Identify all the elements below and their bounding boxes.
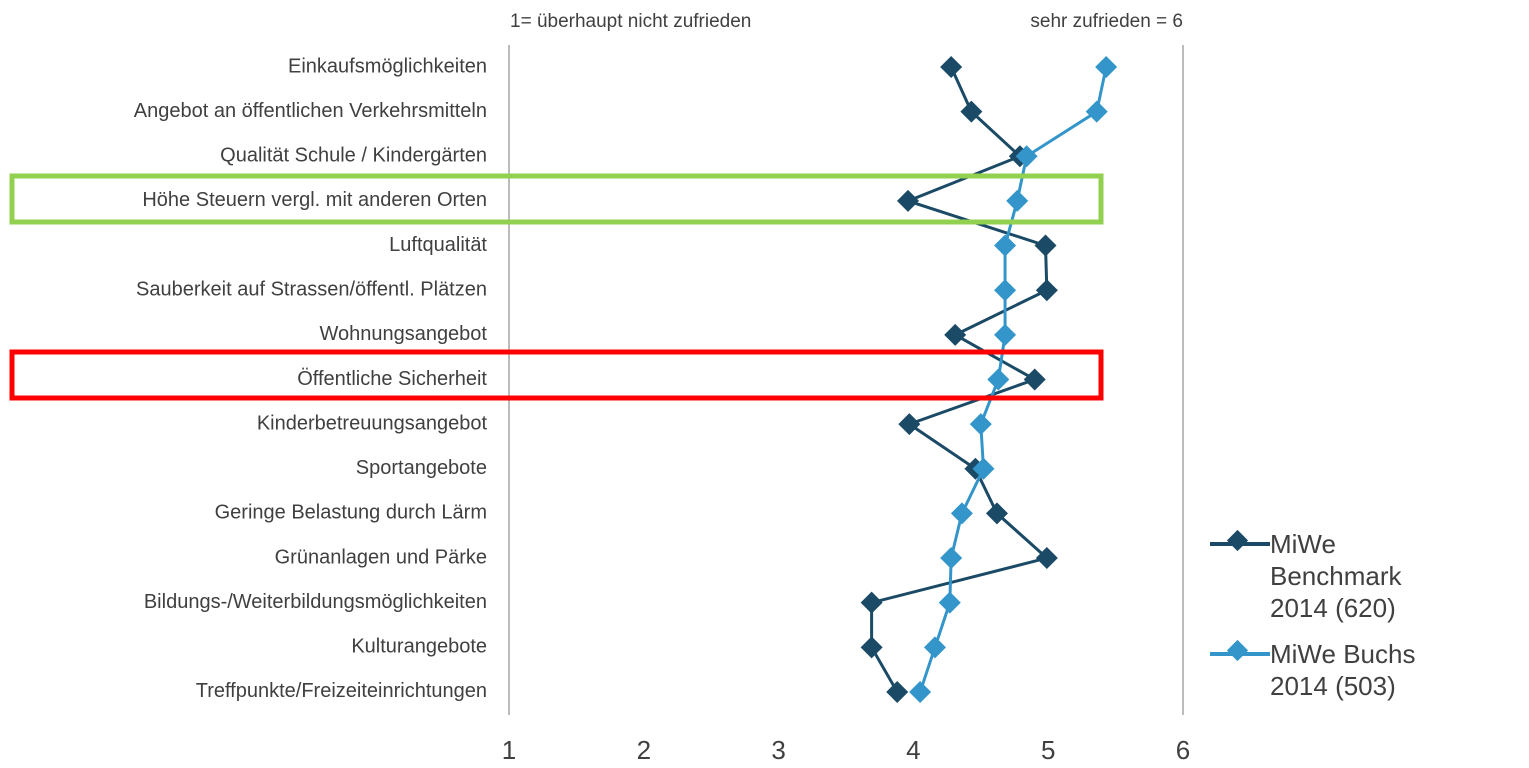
y-tick-label: Treffpunkte/Freizeiteinrichtungen xyxy=(196,680,487,702)
marker xyxy=(994,234,1017,257)
legend-marker xyxy=(1226,529,1249,552)
legend-swatch xyxy=(1210,529,1270,552)
annotation: sehr zufrieden = 6 xyxy=(1030,11,1183,32)
y-tick-label: Grünanlagen und Pärke xyxy=(275,546,487,568)
legend-item: MiWe Buchs 2014 (503) xyxy=(1210,638,1520,702)
x-tick-label: 5 xyxy=(1041,735,1055,765)
y-tick-label: Kinderbetreuungsangebot xyxy=(257,412,488,434)
marker xyxy=(987,368,1010,391)
marker xyxy=(860,636,883,659)
legend-label: MiWe Buchs 2014 (503) xyxy=(1270,639,1416,701)
x-tick-label: 4 xyxy=(906,735,920,765)
marker xyxy=(994,279,1017,302)
marker xyxy=(1034,234,1057,257)
legend-label: MiWe Benchmark 2014 (620) xyxy=(1270,529,1402,623)
marker xyxy=(994,323,1017,346)
marker xyxy=(938,591,961,614)
y-tick-label: Angebot an öffentlichen Verkehrsmitteln xyxy=(134,100,487,122)
x-tick-label: 3 xyxy=(771,735,785,765)
marker xyxy=(960,100,983,123)
marker xyxy=(898,413,921,436)
marker xyxy=(897,189,920,212)
marker xyxy=(1035,279,1058,302)
marker xyxy=(1095,56,1118,78)
x-tick-label: 2 xyxy=(637,735,651,765)
marker xyxy=(940,56,963,78)
marker xyxy=(923,636,946,659)
marker xyxy=(1015,145,1038,168)
y-tick-label: Sauberkeit auf Strassen/öffentl. Plätzen xyxy=(136,278,487,300)
marker xyxy=(940,547,963,570)
y-tick-label: Höhe Steuern vergl. mit anderen Orten xyxy=(142,189,487,211)
y-tick-label: Wohnungsangebot xyxy=(319,323,487,345)
y-tick-label: Öffentliche Sicherheit xyxy=(297,368,487,390)
y-tick-label: Einkaufsmöglichkeiten xyxy=(288,55,487,77)
marks xyxy=(860,56,1118,703)
marker xyxy=(950,502,973,525)
y-tick-label: Kulturangebote xyxy=(351,636,487,658)
marker xyxy=(1023,368,1046,391)
marker xyxy=(985,502,1008,525)
highlight-box xyxy=(9,349,1104,401)
marker xyxy=(969,413,992,436)
y-tick-label: Sportangebote xyxy=(356,457,487,479)
x-tick-label: 6 xyxy=(1176,735,1190,765)
y-tick-label: Qualität Schule / Kindergärten xyxy=(220,145,487,167)
legend-marker xyxy=(1226,639,1249,662)
annotation: 1= überhaupt nicht zufrieden xyxy=(510,11,751,32)
marker xyxy=(860,591,883,614)
marker xyxy=(1035,547,1058,570)
y-tick-label: Geringe Belastung durch Lärm xyxy=(215,502,487,524)
legend-swatch xyxy=(1210,639,1270,662)
marker xyxy=(972,457,995,480)
marker xyxy=(886,680,909,703)
marker xyxy=(1006,189,1029,212)
highlight-box xyxy=(9,173,1104,225)
x-tick-label: 1 xyxy=(502,735,516,765)
marker xyxy=(944,323,967,346)
marker xyxy=(909,680,932,703)
y-tick-label: Luftqualität xyxy=(389,234,487,256)
y-tick-label: Bildungs-/Weiterbildungsmöglichkeiten xyxy=(144,591,487,613)
marker xyxy=(1085,100,1108,123)
legend-item: MiWe Benchmark 2014 (620) xyxy=(1210,528,1520,624)
